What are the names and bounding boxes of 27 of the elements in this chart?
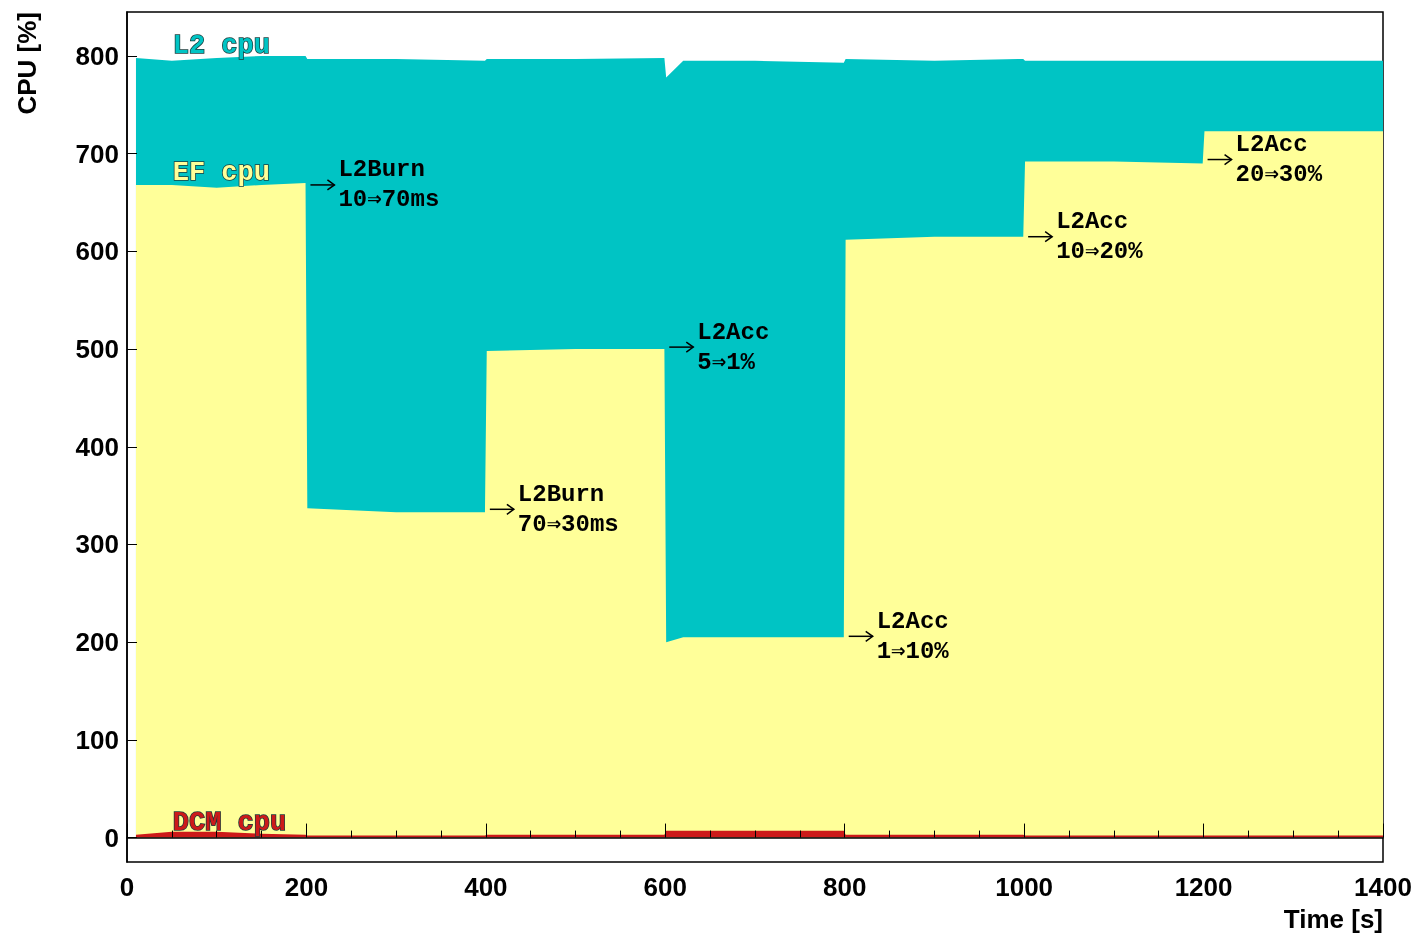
annotation: L2Acc 20⇒30% bbox=[1235, 131, 1323, 189]
y-tick-label: 800 bbox=[75, 40, 119, 71]
x-axis-title: Time [s] bbox=[1283, 904, 1383, 934]
x-tick-label: 200 bbox=[284, 872, 329, 902]
x-tick-label: 1400 bbox=[1354, 872, 1412, 902]
x-tick-label: 1200 bbox=[1174, 872, 1233, 902]
y-tick-label: 300 bbox=[75, 529, 119, 560]
y-tick-label: 600 bbox=[75, 236, 119, 267]
y-tick-label: 100 bbox=[75, 724, 119, 755]
y-tick-label: 400 bbox=[75, 431, 119, 462]
x-tick-label: 800 bbox=[823, 872, 867, 902]
y-tick-label: 500 bbox=[75, 334, 119, 365]
series-label: DCM cpu bbox=[172, 807, 287, 838]
series-label: L2 cpu bbox=[172, 31, 270, 62]
x-tick-label: 400 bbox=[464, 872, 508, 902]
annotation: L2Burn 10⇒70ms bbox=[338, 156, 440, 214]
annotation: L2Acc 10⇒20% bbox=[1056, 208, 1144, 266]
x-tick-label: 1000 bbox=[995, 872, 1054, 902]
annotation: L2Acc 5⇒1% bbox=[697, 318, 770, 376]
y-tick-label: 0 bbox=[104, 822, 119, 853]
y-axis-title: CPU [%] bbox=[12, 12, 42, 115]
series-label: EF cpu bbox=[172, 158, 270, 189]
annotation: L2Acc 1⇒10% bbox=[876, 607, 950, 665]
y-tick-label: 200 bbox=[75, 627, 119, 658]
x-tick-label: 600 bbox=[643, 872, 687, 902]
y-tick-label: 700 bbox=[75, 138, 119, 169]
annotation: L2Burn 70⇒30ms bbox=[517, 480, 619, 538]
